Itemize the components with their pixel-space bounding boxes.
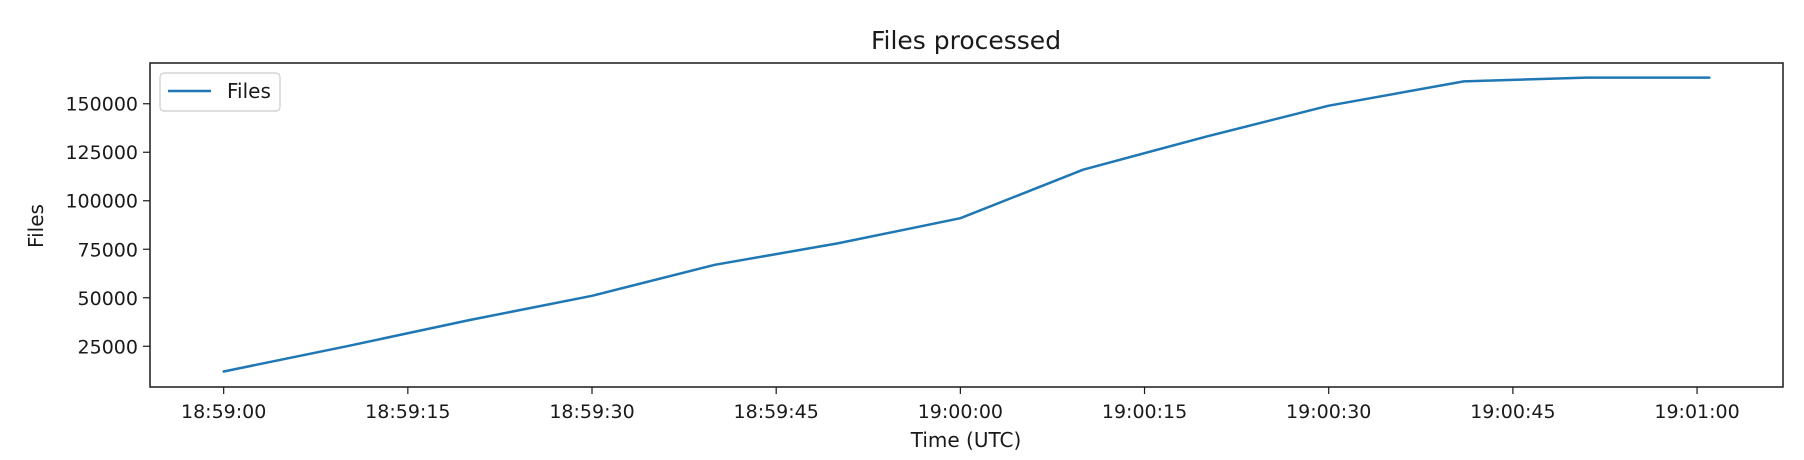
legend-box: [159, 72, 281, 112]
x-tick-label: 19:00:45: [1470, 401, 1555, 423]
x-tick-label: 18:59:15: [365, 401, 450, 423]
x-tick-label: 19:00:15: [1102, 401, 1187, 423]
x-tick-label: 18:59:00: [181, 401, 266, 423]
y-axis: 25000 50000 75000 100000 125000 150000: [65, 94, 150, 358]
x-axis: 18:59:00 18:59:15 18:59:30 18:59:45 19:00:00…: [181, 387, 1740, 423]
x-tick-label: 19:01:00: [1654, 401, 1739, 423]
y-tick-label: 125000: [65, 142, 138, 164]
y-tick-label: 25000: [78, 336, 138, 358]
y-tick-label: 100000: [65, 191, 138, 213]
y-tick-label: 150000: [65, 94, 138, 116]
series-layer: [222, 76, 1711, 373]
chart-title: Files processed: [871, 26, 1061, 55]
x-tick-label: 19:00:00: [918, 401, 1003, 423]
y-axis-label: Files: [24, 204, 48, 248]
plot-area: [149, 62, 1784, 388]
plot-frame: [149, 62, 1784, 388]
legend-label-files: Files: [227, 79, 271, 103]
y-tick-label: 50000: [78, 288, 138, 310]
x-tick-label: 18:59:45: [734, 401, 819, 423]
x-tick-label: 18:59:30: [549, 401, 634, 423]
legend: Files: [159, 72, 281, 112]
x-tick-label: 19:00:30: [1286, 401, 1371, 423]
x-axis-label: Time (UTC): [910, 428, 1022, 452]
series-line-files: [222, 76, 1711, 373]
y-tick-label: 75000: [78, 239, 138, 261]
